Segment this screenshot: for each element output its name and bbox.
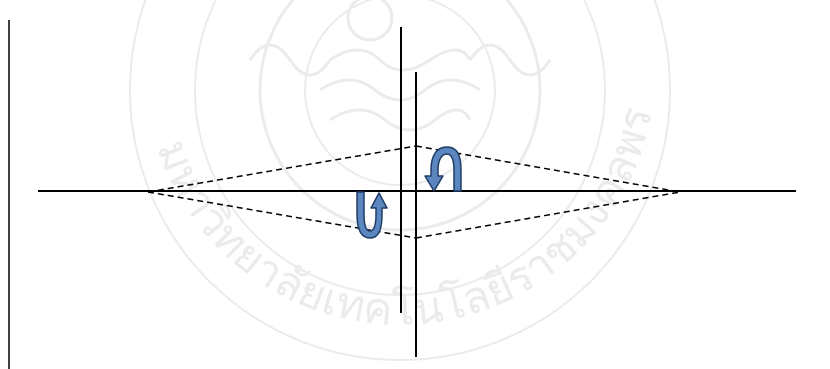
dashed-ray-lower-right xyxy=(415,191,681,239)
dashed-ray-upper-left xyxy=(147,145,417,193)
dashed-ray-upper-right xyxy=(415,145,681,193)
university-seal-watermark: มหาวิทยาลัยเทคโนโลยีราชมงคลพระนคร xyxy=(0,0,671,361)
watermark-text: มหาวิทยาลัยเทคโนโลยีราชมงคลพระนคร xyxy=(0,0,663,336)
rotation-arrow-lower xyxy=(356,191,388,239)
rotation-arrow-upper xyxy=(424,146,462,192)
dashed-ray-lower-left xyxy=(147,191,417,239)
